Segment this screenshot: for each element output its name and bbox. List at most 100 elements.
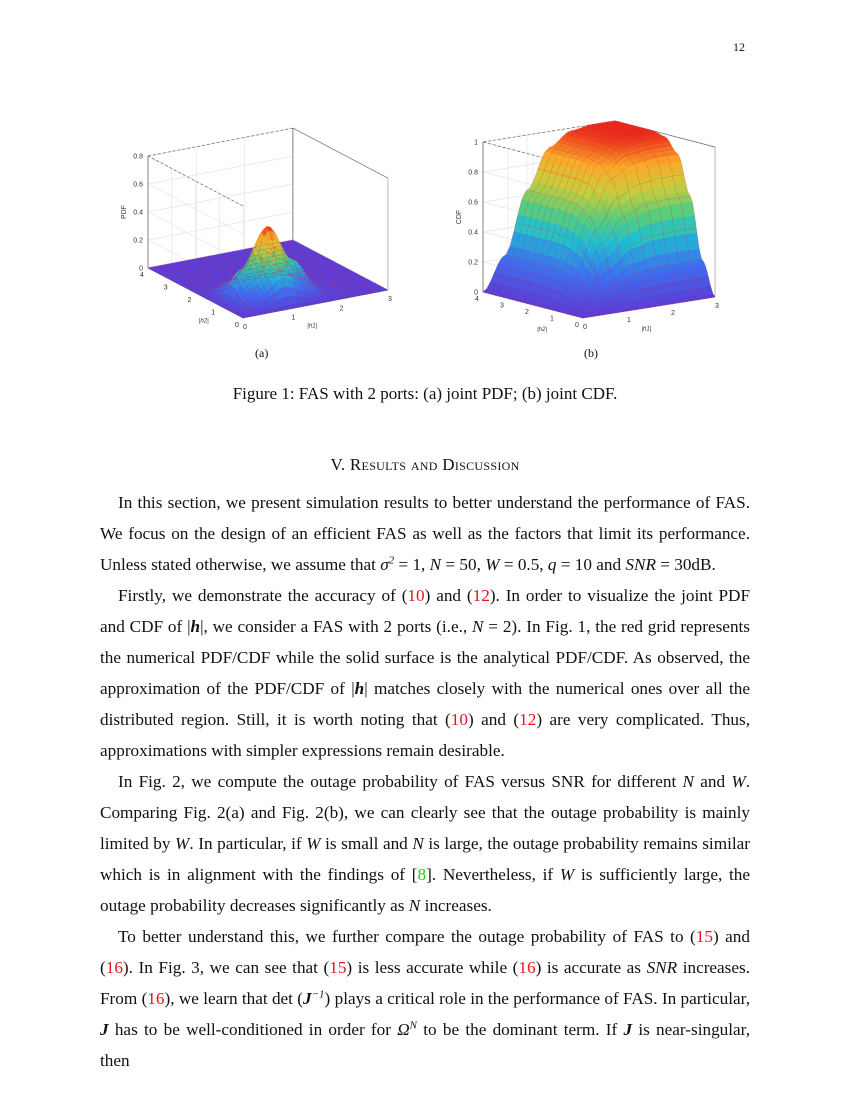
superscript: 2 bbox=[388, 554, 395, 567]
numerical-grid-line bbox=[526, 133, 659, 304]
z-tick-label: 0.2 bbox=[133, 238, 143, 245]
numerical-grid-line bbox=[153, 242, 299, 271]
subfigure-label-a: (a) bbox=[255, 346, 269, 360]
text-run: ) is accurate as bbox=[535, 958, 647, 977]
math-symbol: SNR bbox=[646, 958, 678, 977]
text-run: = 10 and bbox=[556, 555, 626, 574]
text-run: In Fig. 2, we compute the outage probabi… bbox=[118, 772, 683, 791]
numerical-grid-line bbox=[177, 255, 323, 284]
z-axis-label: CDF bbox=[456, 210, 463, 224]
grid-line bbox=[147, 183, 244, 235]
math-symbol: N bbox=[429, 555, 442, 574]
text-run: |, we consider a FAS with 2 ports (i.e., bbox=[200, 617, 472, 636]
numerical-grid-line bbox=[514, 128, 647, 300]
text-run: ) is less accurate while ( bbox=[346, 958, 519, 977]
z-tick-label: 0.2 bbox=[468, 260, 478, 267]
numerical-grid-line bbox=[242, 289, 388, 318]
x-tick-label: 3 bbox=[715, 303, 719, 310]
y-tick-label: 4 bbox=[140, 272, 144, 279]
text-run: is sufficiently large, the outage probab… bbox=[100, 865, 750, 915]
numerical-grid-line bbox=[489, 122, 622, 294]
math-symbol: W bbox=[306, 834, 321, 853]
numerical-grid-line bbox=[539, 144, 672, 307]
box-edge bbox=[147, 127, 293, 157]
text-run: increases. From ( bbox=[100, 958, 750, 1008]
equation-ref-link[interactable]: 10 bbox=[407, 586, 425, 605]
bold-math-symbol: J bbox=[100, 1020, 109, 1039]
bold-math-symbol: J bbox=[303, 989, 312, 1008]
numerical-grid-line bbox=[570, 260, 703, 315]
text-run: ]. Nevertheless, if bbox=[426, 865, 560, 884]
numerical-grid-line bbox=[532, 136, 666, 305]
math-symbol: W bbox=[731, 772, 746, 791]
numerical-grid-line bbox=[231, 269, 377, 312]
text-run: In this section, we present simulation r… bbox=[100, 493, 750, 574]
math-symbol: W bbox=[485, 555, 500, 574]
section-heading: V. Results and Discussion bbox=[330, 455, 520, 474]
y-axis-label: |h2| bbox=[199, 319, 209, 325]
math-symbol: q bbox=[547, 555, 557, 574]
text-run: ) and ( bbox=[467, 710, 520, 729]
equation-ref-link[interactable]: 10 bbox=[450, 710, 468, 729]
z-tick-label: 0 bbox=[474, 290, 478, 297]
text-run: To better understand this, we further co… bbox=[118, 927, 696, 946]
text-run: ) plays a critical role in the performan… bbox=[324, 989, 751, 1008]
numerical-grid-line bbox=[147, 239, 293, 268]
numerical-grid-line bbox=[171, 252, 317, 281]
paragraph: To better understand this, we further co… bbox=[100, 921, 750, 1076]
y-tick-label: 4 bbox=[475, 296, 479, 303]
equation-ref-link[interactable]: 15 bbox=[695, 927, 713, 946]
numerical-grid-line bbox=[520, 130, 653, 302]
numerical-grid-line bbox=[501, 125, 634, 297]
citation-link[interactable]: 8 bbox=[417, 865, 427, 884]
numerical-grid-line bbox=[195, 264, 341, 293]
equation-ref-link[interactable]: 16 bbox=[518, 958, 536, 977]
numerical-grid-line bbox=[564, 227, 697, 313]
equation-ref-link[interactable]: 12 bbox=[472, 586, 490, 605]
page-number: 12 bbox=[733, 40, 745, 54]
y-tick-label: 2 bbox=[188, 297, 192, 304]
numerical-grid-line bbox=[165, 248, 311, 278]
subfigure-label-b: (b) bbox=[584, 346, 598, 360]
bold-math-symbol: J bbox=[623, 1020, 633, 1039]
numerical-grid-line bbox=[582, 296, 716, 318]
math-symbol: N bbox=[412, 834, 424, 853]
y-tick-label: 1 bbox=[211, 310, 215, 317]
numerical-grid-line bbox=[551, 174, 684, 310]
superscript: N bbox=[409, 1019, 417, 1032]
text-run: ). In order to visualize the joint PDF a… bbox=[100, 586, 750, 636]
x-tick-label: 1 bbox=[291, 315, 295, 322]
text-run: to be the dominant term. If bbox=[417, 1020, 624, 1039]
figure-caption: Figure 1: FAS with 2 ports: (a) joint PD… bbox=[232, 384, 618, 403]
equation-ref-link[interactable]: 15 bbox=[329, 958, 347, 977]
bold-math-symbol: h bbox=[354, 679, 365, 698]
grid-line bbox=[147, 155, 293, 185]
math-symbol: N bbox=[472, 617, 484, 636]
math-symbol: W bbox=[559, 865, 575, 884]
x-tick-label: 0 bbox=[243, 324, 247, 331]
numerical-grid-line bbox=[237, 286, 382, 315]
equation-ref-link[interactable]: 16 bbox=[147, 989, 165, 1008]
text-run: = 30dB. bbox=[655, 555, 716, 574]
equation-ref-link[interactable]: 16 bbox=[105, 958, 123, 977]
text-run: ) are very complicated. Thus, approximat… bbox=[100, 710, 750, 760]
y-tick-label: 3 bbox=[164, 285, 168, 292]
figure-1a-pdf-surface: 0 0.2 0.4 0.6 0.8 0 1 2 3 0 1 2 3 4 PDF |h1| |h2| bbox=[121, 127, 392, 331]
text-run: is small and bbox=[320, 834, 413, 853]
body-text: In this section, we present simulation r… bbox=[100, 487, 750, 1076]
z-axis-label: PDF bbox=[121, 205, 128, 219]
numerical-grid-line bbox=[225, 247, 371, 309]
text-run: | matches closely with the numerical one… bbox=[100, 679, 750, 729]
x-tick-label: 0 bbox=[583, 324, 587, 331]
box-edge bbox=[292, 127, 389, 179]
paragraph: In Fig. 2, we compute the outage probabi… bbox=[100, 766, 750, 921]
math-symbol: W bbox=[175, 834, 190, 853]
text-run: ). In Fig. 3, we can see that ( bbox=[122, 958, 330, 977]
equation-ref-link[interactable]: 12 bbox=[519, 710, 537, 729]
y-tick-label: 0 bbox=[575, 322, 579, 329]
numerical-grid-line bbox=[576, 278, 709, 317]
text-run: = 0.5, bbox=[499, 555, 548, 574]
z-tick-label: 0 bbox=[139, 266, 143, 273]
z-tick-label: 1 bbox=[474, 140, 478, 147]
y-tick-label: 2 bbox=[525, 309, 529, 316]
